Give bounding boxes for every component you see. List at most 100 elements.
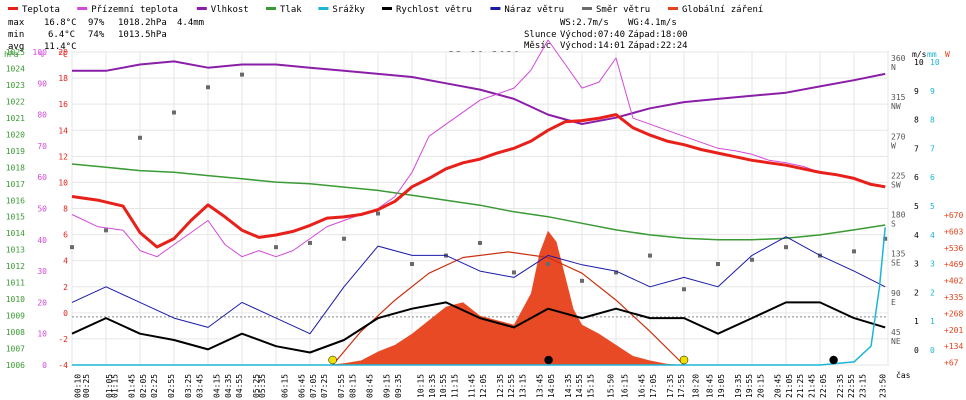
stats-avg-temp: 11.4°C bbox=[44, 42, 77, 52]
x-tick-label: 08:15 bbox=[349, 374, 358, 398]
legend: Teplota Přízemní teplota Vlhkost Tlak Srážky… bbox=[8, 5, 763, 15]
tick-label-ms: 3 bbox=[914, 260, 919, 269]
tick-label-hpa: 1013 bbox=[6, 246, 25, 255]
tick-label-pct: 100 bbox=[33, 48, 48, 57]
wind-direction-point bbox=[682, 287, 686, 292]
wind-direction-point bbox=[478, 240, 482, 245]
tick-label-wm: +335 bbox=[944, 293, 963, 302]
tick-label-hpa: 1025 bbox=[6, 48, 25, 57]
x-tick-label: 06:45 bbox=[298, 374, 307, 398]
tick-label-wm: +67 bbox=[944, 359, 959, 368]
tick-label-dir: 135 bbox=[891, 250, 906, 259]
x-tick-label: 04:35 bbox=[224, 374, 233, 398]
series-wind-gust bbox=[71, 236, 886, 335]
tick-label-degc: 14 bbox=[58, 126, 68, 135]
legend-swatch bbox=[77, 7, 88, 10]
wind-direction-point bbox=[342, 236, 346, 241]
wind-direction-point bbox=[580, 278, 584, 283]
sun-set: Západ:18:00 bbox=[628, 30, 688, 40]
tick-label-dir: NE bbox=[891, 337, 901, 346]
x-axis-label: čas bbox=[896, 370, 911, 380]
tick-label-dir: N bbox=[891, 63, 896, 72]
tick-label-degc: 0 bbox=[63, 309, 68, 318]
tick-label-dir: W bbox=[891, 141, 896, 150]
x-tick-label: 03:45 bbox=[196, 374, 205, 398]
tick-label-pct: 60 bbox=[37, 173, 47, 182]
wind-direction-point bbox=[274, 245, 278, 250]
x-tick-label: 19:05 bbox=[717, 374, 726, 398]
tick-label-ms: 1 bbox=[914, 317, 919, 326]
tick-label-ms: 4 bbox=[914, 231, 919, 240]
x-tick-label: 11:15 bbox=[451, 374, 460, 398]
tick-label-wm: +201 bbox=[944, 326, 963, 335]
x-tick-label: 22:55 bbox=[847, 374, 856, 398]
tick-label-mm: 8 bbox=[930, 116, 935, 125]
legend-label: Přízemní teplota bbox=[91, 5, 178, 15]
tick-label-mm: 5 bbox=[930, 202, 935, 211]
x-tick-label: 01:05 bbox=[105, 374, 114, 398]
tick-label-hpa: 1015 bbox=[6, 213, 25, 222]
legend-label: Teplota bbox=[22, 5, 60, 15]
x-tick-label: 13:15 bbox=[519, 374, 528, 398]
legend-swatch bbox=[382, 7, 392, 10]
tick-label-pct: 20 bbox=[37, 298, 47, 307]
tick-label-degc: 20 bbox=[58, 48, 68, 57]
x-tick-label: 02:05 bbox=[139, 374, 148, 398]
tick-label-dir: 180 bbox=[891, 211, 906, 220]
tick-label-pct: 50 bbox=[37, 205, 47, 214]
x-tick-label: 09:15 bbox=[383, 374, 392, 398]
tick-label-mm: 1 bbox=[930, 317, 935, 326]
x-tick-label: 06:15 bbox=[281, 374, 290, 398]
tick-label-hpa: 1014 bbox=[6, 229, 25, 238]
x-tick-label: 21:45 bbox=[808, 374, 817, 398]
stats-max-temp: 16.8°C bbox=[44, 18, 77, 28]
stats-avg-label: avg bbox=[8, 42, 24, 52]
x-tick-label: 21:05 bbox=[785, 374, 794, 398]
tick-label-ms: 7 bbox=[914, 144, 919, 153]
stats-max-hum: 97% bbox=[88, 18, 105, 28]
tick-label-degc: 16 bbox=[58, 100, 68, 109]
x-tick-label: 16:45 bbox=[638, 374, 647, 398]
tick-label-mm: 10 bbox=[930, 58, 940, 67]
tick-label-wm: +402 bbox=[944, 277, 963, 286]
wind-direction-point bbox=[852, 249, 856, 254]
tick-label-dir: S bbox=[891, 220, 896, 229]
moon-set: Západ:22:24 bbox=[628, 41, 688, 51]
tick-label-pct: 10 bbox=[37, 330, 47, 339]
stats-min-temp: 6.4°C bbox=[48, 30, 75, 40]
series-humidity bbox=[72, 60, 886, 125]
tick-label-dir: 270 bbox=[891, 132, 906, 141]
wind-direction-point bbox=[784, 245, 788, 250]
x-tick-label: 11:45 bbox=[468, 374, 477, 398]
legend-swatch bbox=[490, 7, 501, 10]
x-tick-label: 18:45 bbox=[706, 374, 715, 398]
tick-label-ms: 9 bbox=[914, 87, 919, 96]
tick-label-mm: 6 bbox=[930, 173, 935, 182]
tick-label-wm: +603 bbox=[944, 227, 963, 236]
tick-label-hpa: 1007 bbox=[6, 345, 25, 354]
x-tick-label: 13:45 bbox=[536, 374, 545, 398]
tick-label-pct: 80 bbox=[37, 111, 47, 120]
x-tick-label: 15:50 bbox=[606, 374, 615, 398]
tick-label-dir: 225 bbox=[891, 171, 906, 180]
tick-label-pct: 0 bbox=[42, 361, 47, 370]
tick-label-dir: SW bbox=[891, 180, 901, 189]
sun-rise: Východ:07:40 bbox=[560, 30, 625, 40]
marker-moonset bbox=[829, 355, 838, 365]
legend-swatch bbox=[196, 7, 207, 10]
x-tick-label: 10:15 bbox=[417, 374, 426, 398]
x-tick-label: 14:35 bbox=[564, 374, 573, 398]
x-tick-label: 17:05 bbox=[649, 374, 658, 398]
tick-label-mm: 9 bbox=[930, 87, 935, 96]
axis-pct-unit: % bbox=[39, 50, 44, 59]
x-tick-label: 05:35 bbox=[258, 374, 267, 398]
sun-label: Slunce bbox=[524, 30, 557, 40]
legend-label: Směr větru bbox=[596, 5, 650, 15]
tick-label-hpa: 1008 bbox=[6, 328, 25, 337]
tick-label-wm: +268 bbox=[944, 309, 963, 318]
wind-direction-point bbox=[376, 211, 380, 216]
x-tick-label: 19:55 bbox=[745, 374, 754, 398]
wind-direction-point bbox=[512, 270, 516, 275]
axis-mm-unit: mm bbox=[927, 50, 937, 59]
